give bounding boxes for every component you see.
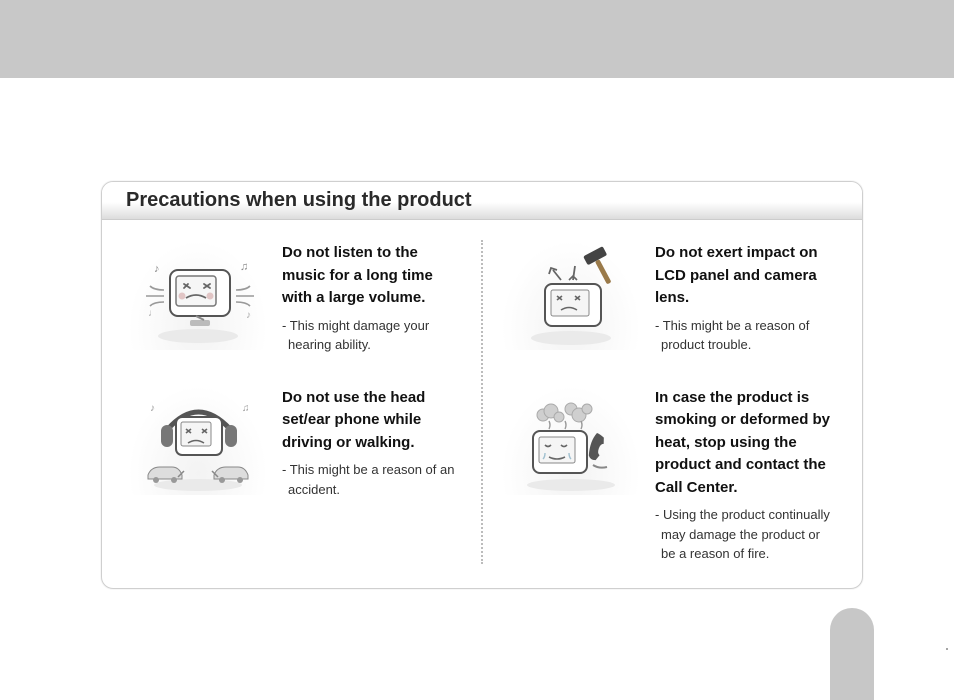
hammer-impact-icon xyxy=(501,240,641,350)
precautions-panel: Precautions when using the product xyxy=(101,181,863,589)
panel-body: ♪ ♫ ♩ ♪ Do not listen to the music for a… xyxy=(102,220,862,588)
column-divider xyxy=(481,240,483,564)
precaution-item: In case the product is smoking or deform… xyxy=(501,385,836,564)
precaution-desc: - Using the product continually may dama… xyxy=(655,505,836,564)
svg-text:♩: ♩ xyxy=(148,308,158,319)
precaution-title: Do not exert impact on LCD panel and cam… xyxy=(655,242,836,310)
svg-text:♫: ♫ xyxy=(240,261,248,273)
smoke-phone-icon xyxy=(501,385,641,495)
precaution-item: ♪ ♫ ♩ ♪ Do not listen to the music for a… xyxy=(128,240,463,355)
precaution-text: Do not listen to the music for a long ti… xyxy=(282,240,463,355)
top-gray-band xyxy=(0,0,954,78)
precaution-desc: - This might damage your hearing ability… xyxy=(282,316,463,355)
right-column: Do not exert impact on LCD panel and cam… xyxy=(489,240,848,564)
svg-text:♫: ♫ xyxy=(242,403,250,414)
precaution-title: In case the product is smoking or deform… xyxy=(655,387,836,500)
loud-device-icon: ♪ ♫ ♩ ♪ xyxy=(128,240,268,350)
left-column: ♪ ♫ ♩ ♪ Do not listen to the music for a… xyxy=(116,240,475,564)
precaution-desc: - This might be a reason of an accident. xyxy=(282,460,463,499)
side-tab xyxy=(830,608,874,700)
svg-text:♪: ♪ xyxy=(150,403,155,414)
panel-header: Precautions when using the product xyxy=(102,182,862,220)
panel-title: Precautions when using the product xyxy=(126,189,472,212)
edge-mark xyxy=(946,648,948,650)
headphone-driving-icon: ♪ ♫ xyxy=(128,385,268,495)
precaution-item: Do not exert impact on LCD panel and cam… xyxy=(501,240,836,355)
precaution-desc: - This might be a reason of product trou… xyxy=(655,316,836,355)
svg-text:♪: ♪ xyxy=(246,310,251,321)
precaution-text: Do not use the head set/ear phone while … xyxy=(282,385,463,500)
precaution-text: In case the product is smoking or deform… xyxy=(655,385,836,564)
precaution-title: Do not use the head set/ear phone while … xyxy=(282,387,463,455)
precaution-text: Do not exert impact on LCD panel and cam… xyxy=(655,240,836,355)
precaution-item: ♪ ♫ Do not use the head set/ear phone wh… xyxy=(128,385,463,500)
svg-text:♪: ♪ xyxy=(154,263,160,275)
precaution-title: Do not listen to the music for a long ti… xyxy=(282,242,463,310)
